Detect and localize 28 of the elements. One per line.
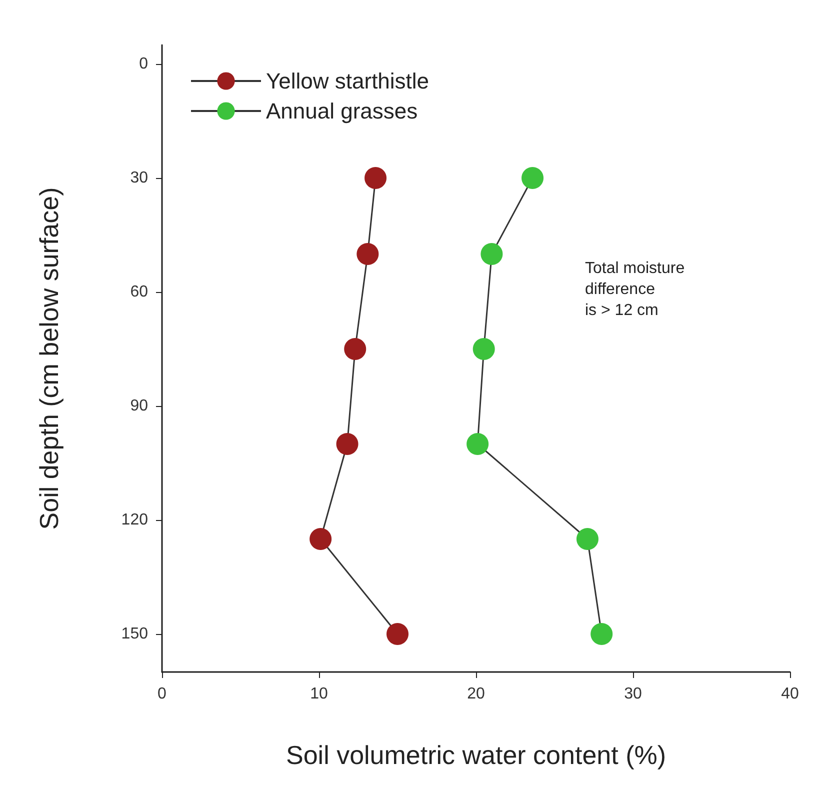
point	[466, 433, 489, 455]
point	[364, 167, 387, 189]
y-tick-label: 120	[121, 512, 148, 528]
point	[356, 243, 379, 265]
point	[472, 338, 495, 360]
y-tick-label: 90	[130, 398, 148, 414]
point	[576, 528, 598, 550]
point	[336, 433, 358, 455]
y-tick-label: 150	[121, 626, 148, 642]
y-tick-label: 30	[130, 170, 148, 186]
point	[310, 528, 332, 550]
point	[522, 167, 544, 189]
x-axis-title: Soil volumetric water content (%)	[286, 740, 666, 770]
point	[386, 623, 408, 645]
x-tick-label: 0	[158, 686, 167, 702]
x-tick-label: 20	[467, 686, 485, 702]
y-tick-label: 60	[130, 284, 148, 300]
point	[344, 338, 366, 360]
annotation: Total moisture difference is > 12 cm	[585, 260, 685, 319]
y-tick-label: 0	[139, 56, 148, 72]
point	[480, 243, 503, 265]
point	[590, 623, 613, 645]
y-axis-title: Soil depth (cm below surface)	[34, 187, 64, 530]
legend-label: Yellow starthistle	[266, 68, 430, 94]
x-tick-label: 30	[624, 686, 642, 702]
x-tick-label: 40	[781, 686, 799, 702]
x-tick-label: 10	[310, 686, 328, 702]
legend-label: Annual grasses	[266, 98, 418, 124]
